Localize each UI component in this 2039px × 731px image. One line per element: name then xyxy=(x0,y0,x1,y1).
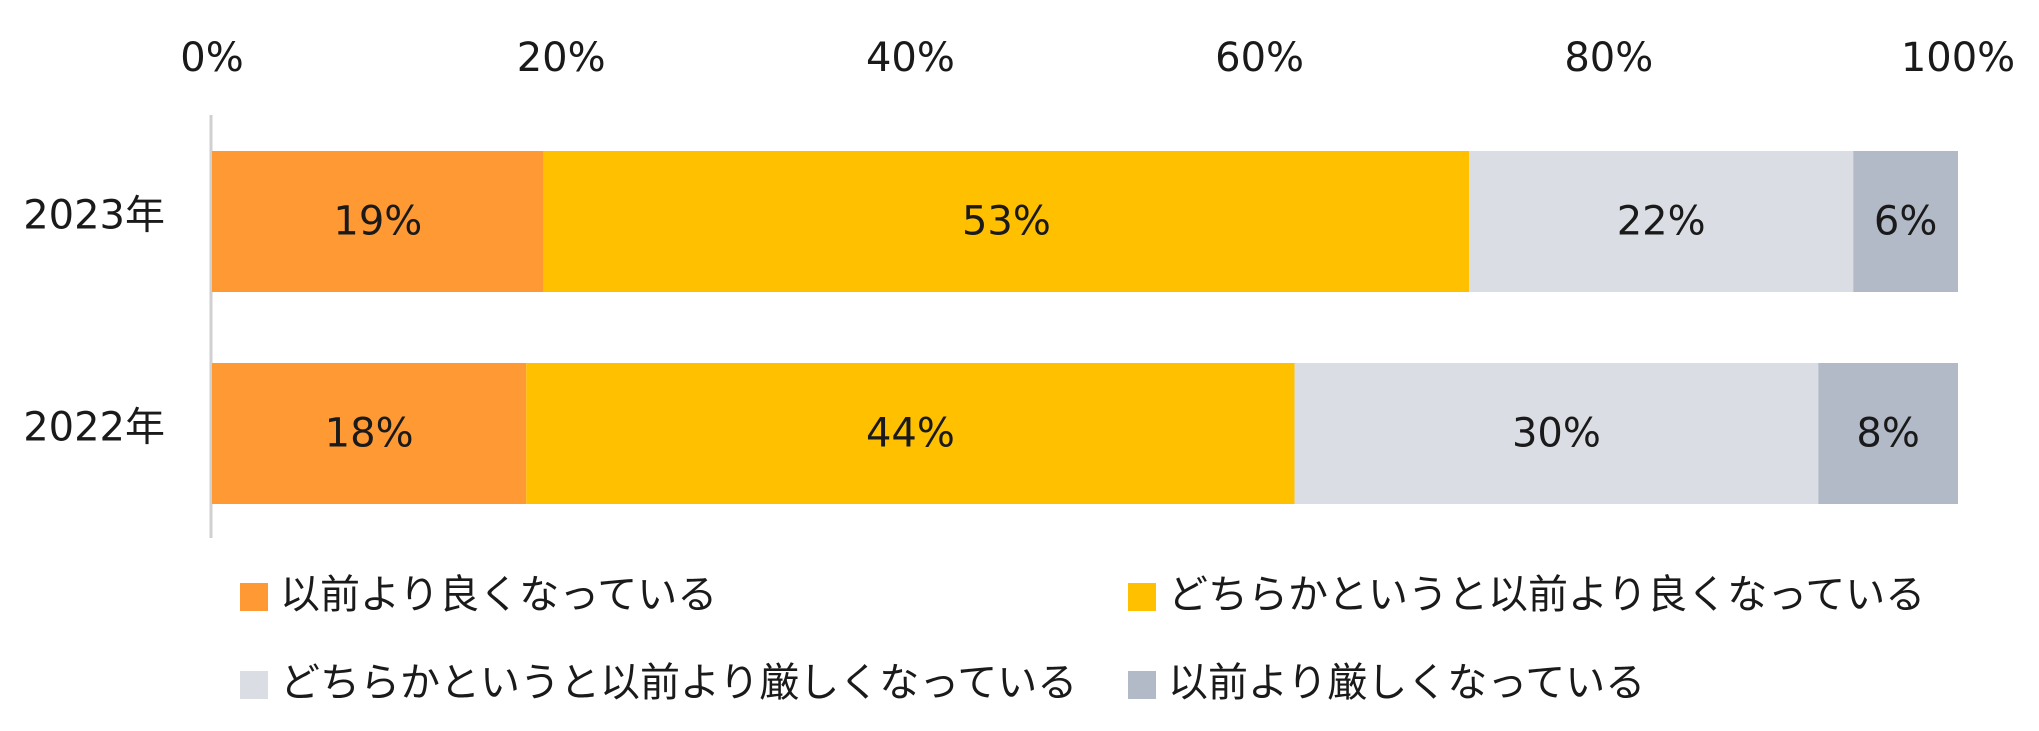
legend-swatch xyxy=(240,583,268,611)
x-tick-label: 0% xyxy=(180,35,243,81)
category-label: 2023年 xyxy=(23,193,165,239)
bar-segment xyxy=(212,363,527,504)
data-label: 22% xyxy=(1617,199,1706,245)
bar-segment xyxy=(1469,151,1854,292)
data-label: 8% xyxy=(1856,411,1919,457)
bar-segment xyxy=(526,363,1295,504)
x-tick-label: 20% xyxy=(517,35,606,81)
legend-label: どちらかというと以前より良くなっている xyxy=(1168,572,1925,618)
legend-label: 以前より良くなっている xyxy=(280,572,717,618)
x-tick-label: 80% xyxy=(1564,35,1653,81)
legend: 以前より良くなっている どちらかというと以前より良くなっているどちらかというと以前… xyxy=(240,572,1925,706)
legend-swatch xyxy=(240,671,268,699)
data-label: 19% xyxy=(333,199,422,245)
data-label: 44% xyxy=(866,411,955,457)
data-label: 53% xyxy=(962,199,1051,245)
bar-segment xyxy=(212,151,544,292)
data-label: 18% xyxy=(325,411,414,457)
bar-segment xyxy=(543,151,1470,292)
legend-label: 以前より厳しくなっている xyxy=(1168,660,1645,706)
legend-swatch xyxy=(1128,671,1156,699)
data-label: 30% xyxy=(1512,411,1601,457)
bar-segment xyxy=(1818,363,1958,504)
legend-swatch xyxy=(1128,583,1156,611)
x-tick-label: 100% xyxy=(1901,35,2015,81)
data-labels: 19% 53% 22% 6% 18% 44% 30% 8% xyxy=(325,199,1938,457)
data-label: 6% xyxy=(1874,199,1937,245)
bar-segment xyxy=(1294,363,1819,504)
x-tick-label: 40% xyxy=(866,35,955,81)
bar-segment xyxy=(1853,151,1958,292)
category-label: 2022年 xyxy=(23,405,165,451)
bar-segments xyxy=(212,151,1958,504)
x-axis-ticks: 0% 20% 40% 60% 80% 100% xyxy=(180,35,2015,81)
category-labels: 2023年 2022年 xyxy=(23,193,165,451)
legend-label: どちらかというと以前より厳しくなっている xyxy=(280,660,1077,706)
x-tick-label: 60% xyxy=(1215,35,1304,81)
